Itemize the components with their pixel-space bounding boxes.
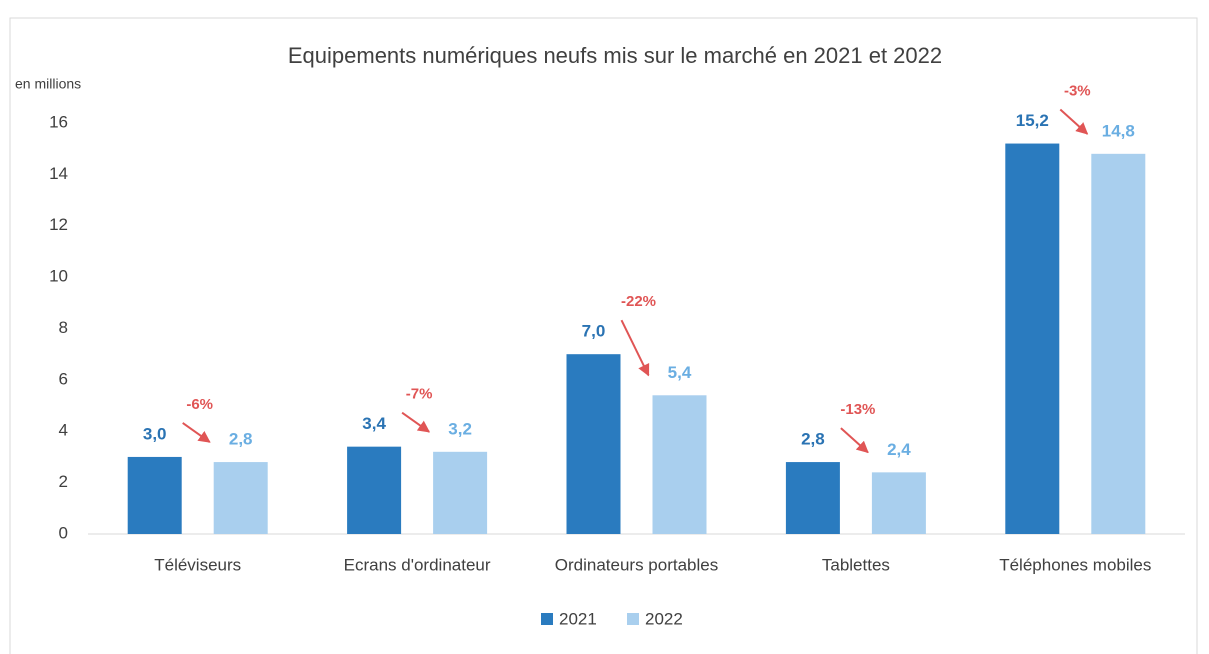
change-arrow — [182, 422, 211, 443]
x-tick-label: Téléviseurs — [154, 555, 241, 574]
value-label: 3,4 — [362, 414, 386, 433]
change-arrow — [840, 427, 869, 454]
y-tick-label: 14 — [49, 164, 68, 183]
legend-label: 2022 — [645, 609, 683, 628]
value-label: 3,2 — [448, 419, 472, 438]
chart-title: Equipements numériques neufs mis sur le … — [288, 43, 942, 68]
y-tick-label: 10 — [49, 267, 68, 286]
legend-swatch — [541, 613, 553, 625]
legend-label: 2021 — [559, 609, 597, 628]
x-tick-label: Ecrans d'ordinateur — [344, 555, 491, 574]
y-tick-label: 8 — [59, 318, 68, 337]
change-arrow — [1059, 108, 1089, 135]
y-tick-label: 12 — [49, 215, 68, 234]
legend-swatch — [627, 613, 639, 625]
bar — [347, 446, 402, 534]
change-annotation: -22% — [621, 293, 656, 310]
bar — [433, 451, 488, 534]
value-label: 2,8 — [229, 430, 253, 449]
value-label: 3,0 — [143, 424, 167, 443]
y-tick-label: 2 — [59, 472, 68, 491]
y-axis-label: en millions — [15, 76, 81, 92]
change-annotation: -3% — [1064, 83, 1091, 100]
change-annotation: -7% — [406, 386, 433, 403]
x-tick-label: Tablettes — [822, 555, 890, 574]
value-label: 14,8 — [1102, 121, 1135, 140]
y-tick-label: 4 — [59, 421, 68, 440]
y-tick-label: 6 — [59, 369, 68, 388]
bar — [566, 354, 621, 534]
y-tick-label: 0 — [59, 523, 68, 542]
value-label: 15,2 — [1016, 111, 1049, 130]
change-arrow — [620, 319, 650, 377]
bar — [652, 395, 707, 534]
chart-frame — [9, 17, 1198, 654]
change-annotation: -6% — [186, 396, 213, 413]
value-label: 5,4 — [668, 363, 692, 382]
change-arrow — [401, 411, 431, 433]
bar — [127, 456, 182, 534]
value-label: 7,0 — [582, 322, 606, 341]
value-label: 2,8 — [801, 430, 825, 449]
bar — [871, 472, 926, 534]
bar — [1091, 153, 1146, 534]
bar — [785, 462, 840, 534]
change-annotation: -13% — [840, 401, 875, 418]
bar — [213, 462, 268, 534]
bar — [1005, 143, 1060, 535]
x-tick-label: Ordinateurs portables — [555, 555, 718, 574]
y-tick-label: 16 — [49, 112, 68, 131]
value-label: 2,4 — [887, 440, 911, 459]
x-tick-label: Téléphones mobiles — [999, 555, 1151, 574]
